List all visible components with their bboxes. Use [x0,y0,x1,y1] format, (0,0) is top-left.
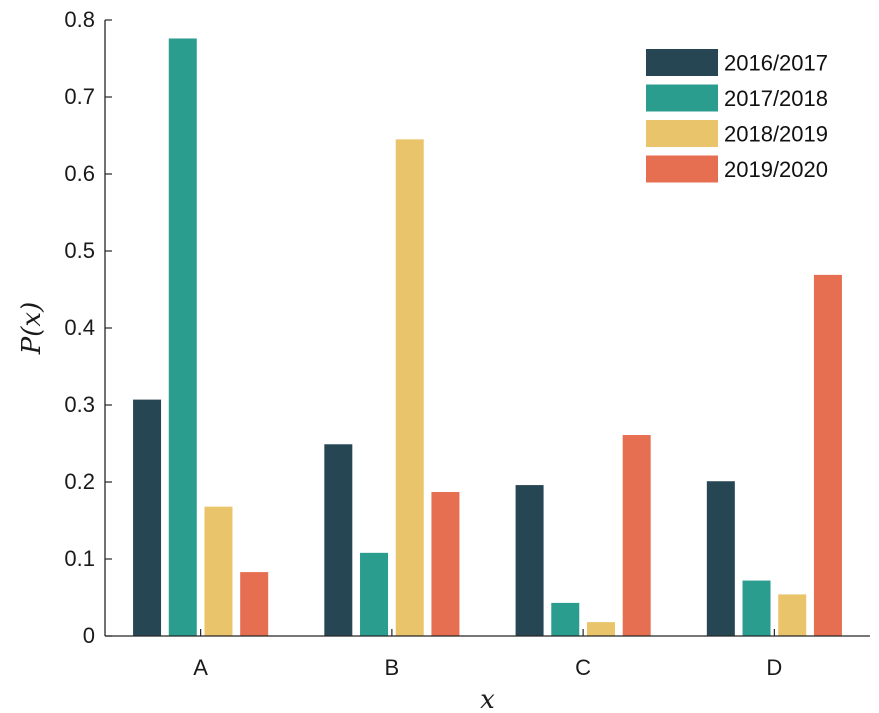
bar-A-2017-2018 [168,38,197,637]
bar-C-2018-2019 [586,622,615,636]
legend-label: 2018/2019 [724,122,828,147]
x-tick-label: B [385,655,400,680]
bar-B-2018-2019 [395,139,424,636]
bar-D-2018-2019 [778,594,807,636]
x-tick-label: D [766,655,782,680]
bar-C-2016-2017 [515,485,544,636]
bar-D-2016-2017 [706,481,735,636]
bar-C-2017-2018 [551,602,580,636]
legend-label: 2016/2017 [724,51,828,76]
y-tick-label: 0.8 [64,7,95,32]
x-tick-label: A [193,655,208,680]
x-tick-label: C [575,655,591,680]
y-tick-label: 0.6 [64,161,95,186]
bar-D-2019-2020 [813,274,842,636]
bar-B-2016-2017 [324,444,353,636]
legend-label: 2019/2020 [724,157,828,182]
y-tick-label: 0.3 [64,392,95,417]
x-axis-label: x [480,685,495,713]
y-tick-label: 0.2 [64,469,95,494]
y-tick-label: 0.7 [64,84,95,109]
y-tick-label: 0.5 [64,238,95,263]
bar-A-2016-2017 [133,399,162,636]
y-axis-label: P(x) [17,302,47,355]
y-tick-label: 0.1 [64,546,95,571]
legend-label: 2017/2018 [724,86,828,111]
bar-B-2017-2018 [360,552,389,636]
legend: 2016/2017 2017/2018 2018/2019 2019/2020 [646,49,828,183]
y-tick-label: 0 [83,623,95,648]
legend-swatch [646,84,718,112]
bar-D-2017-2018 [742,580,771,636]
legend-swatch [646,155,718,183]
bars-group [133,38,842,637]
bar-C-2019-2020 [622,435,651,636]
bar-A-2019-2020 [240,572,269,636]
y-tick-label: 0.4 [64,315,95,340]
bar-B-2019-2020 [431,492,460,636]
axes-group: 0 0.1 0.2 0.3 0.4 0.5 0.6 0.7 0.8 A B C D [64,7,870,680]
legend-swatch [646,120,718,147]
y-axis-label-group: P(x) [17,302,47,355]
legend-swatch [646,49,718,76]
bar-A-2018-2019 [204,506,233,636]
